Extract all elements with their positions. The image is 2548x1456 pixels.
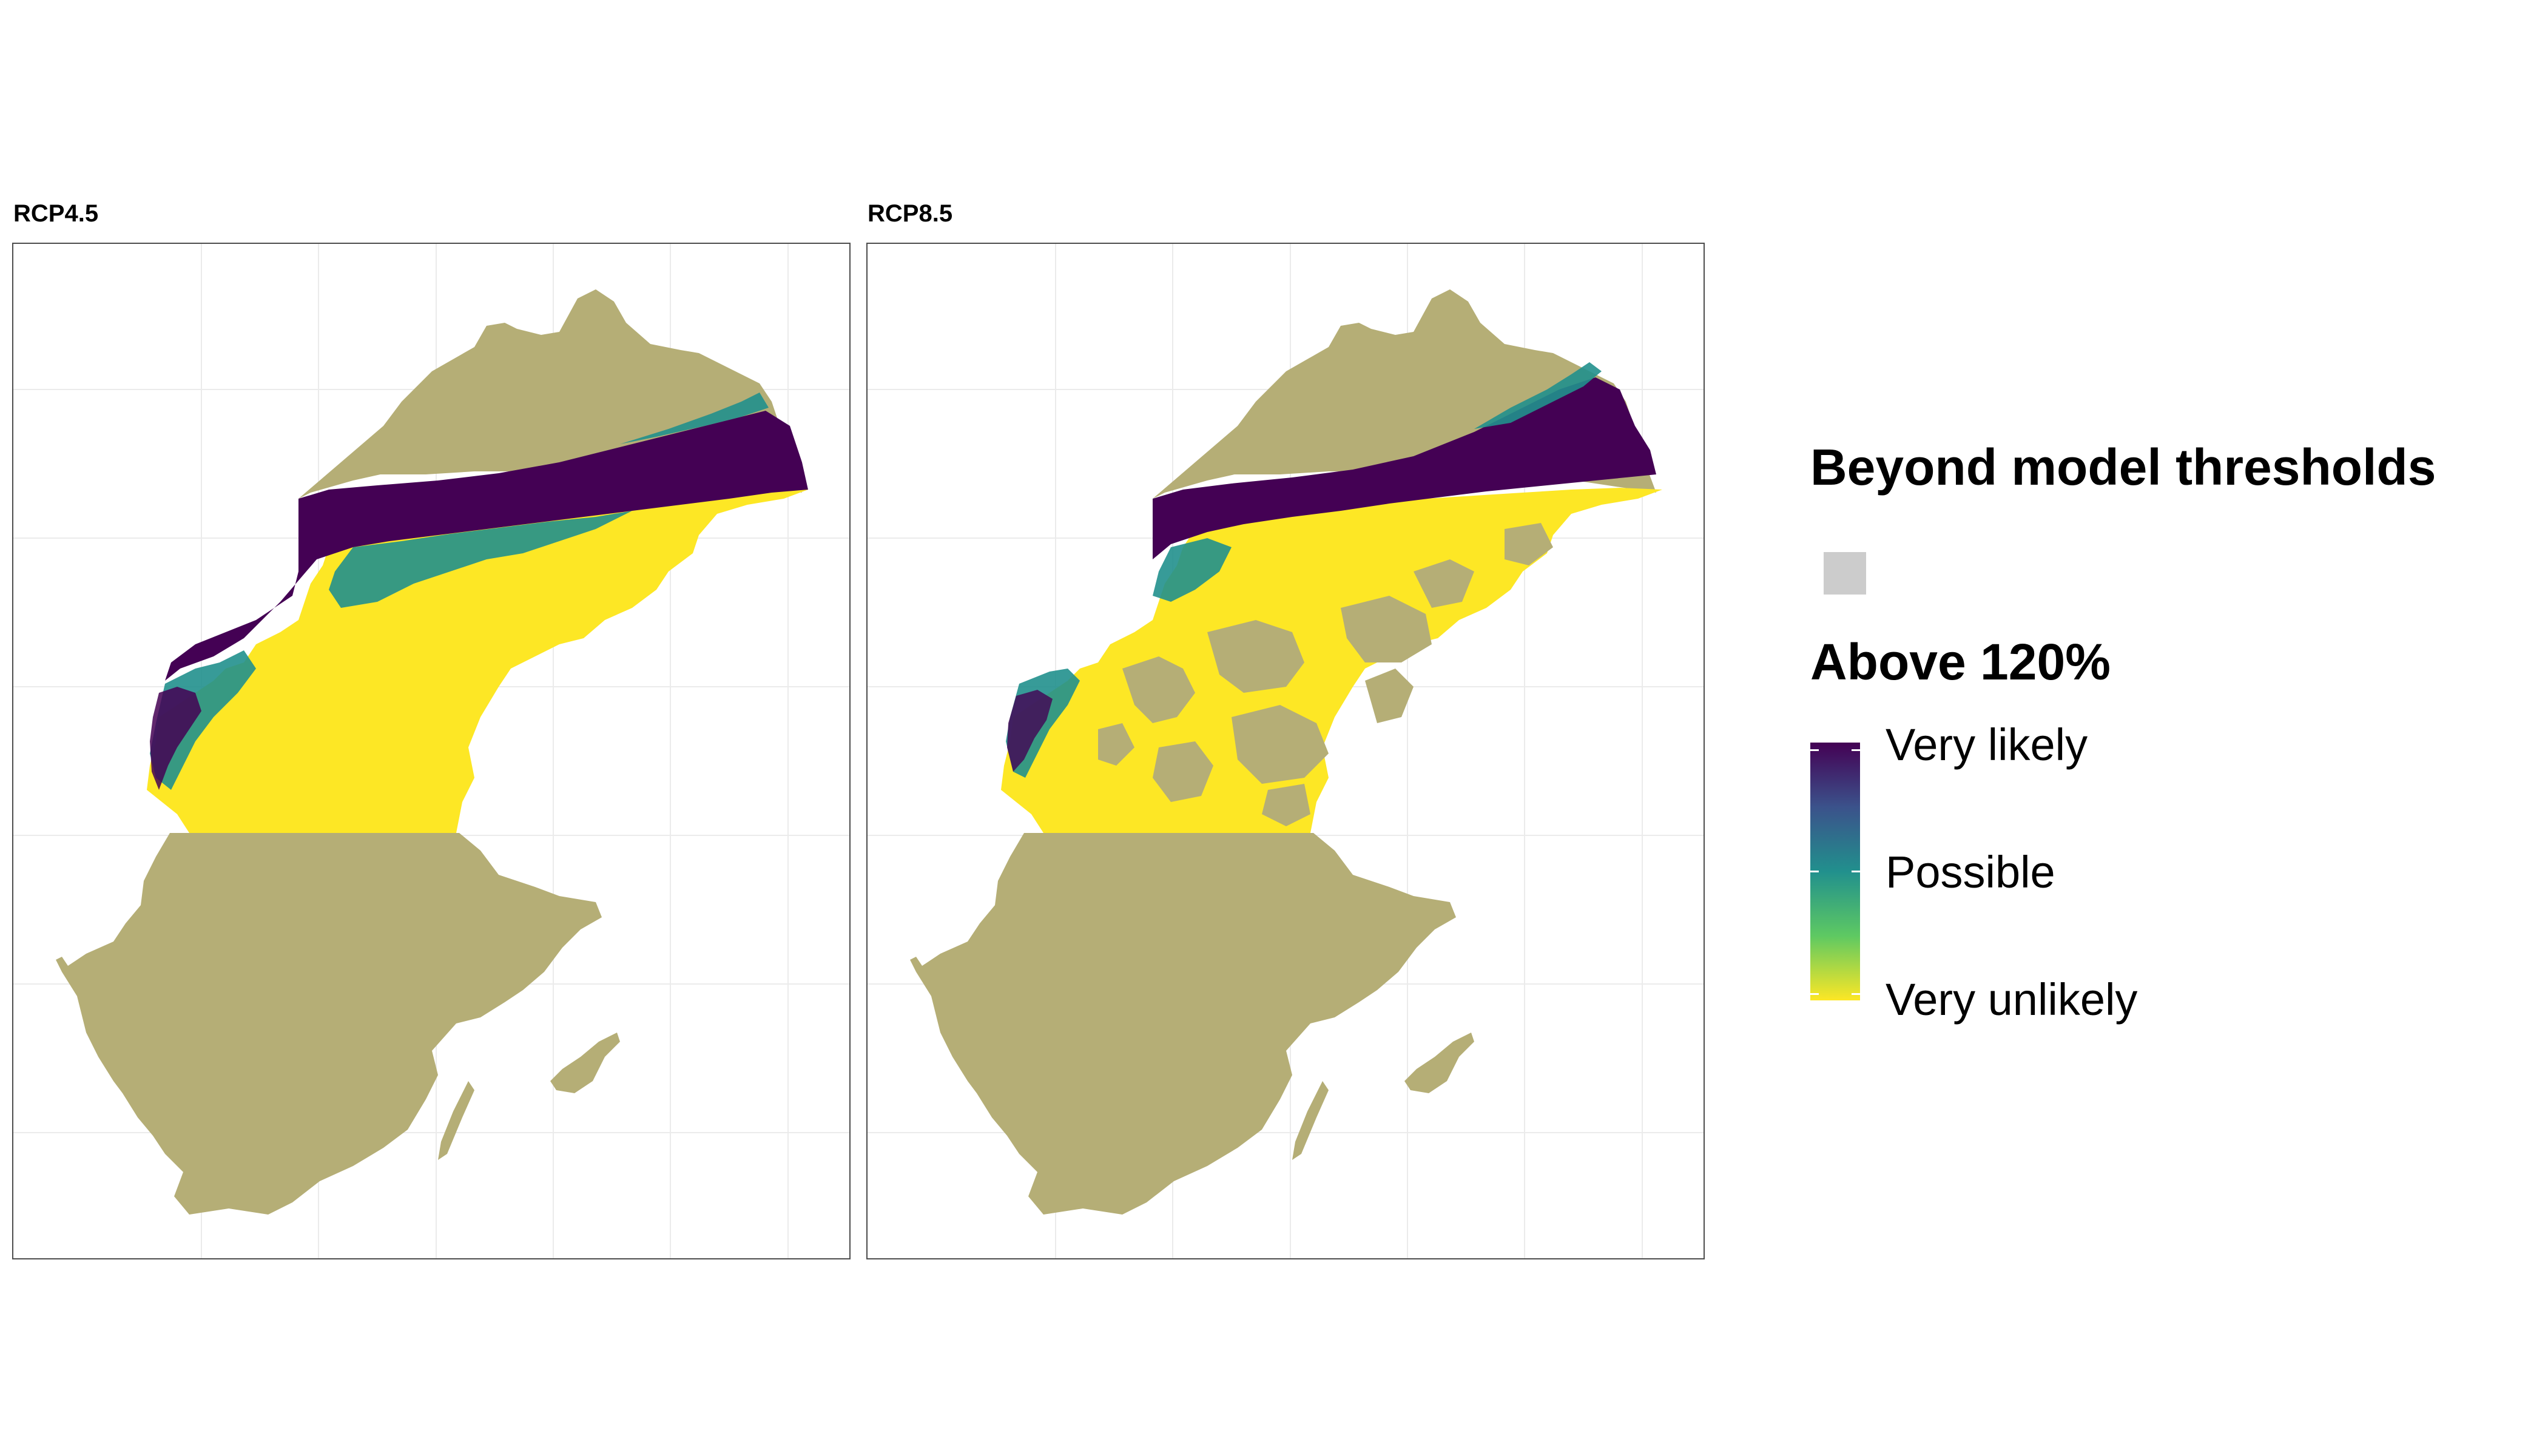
region-south-beyond — [910, 833, 1456, 1215]
map-panel-rcp85 — [866, 243, 1705, 1259]
island-oland — [1292, 1081, 1329, 1160]
legend-tick-low-right — [1852, 993, 1860, 995]
legend-tick-mid — [1810, 871, 1819, 872]
region-beyond-patches — [1098, 523, 1553, 826]
legend-label-very-unlikely: Very unlikely — [1886, 974, 2138, 1025]
legend-label-very-likely: Very likely — [1886, 720, 2088, 770]
island-gotland — [1404, 1033, 1474, 1093]
region-possible-band — [1006, 362, 1602, 778]
region-south-beyond — [56, 833, 602, 1215]
map-rcp45 — [13, 244, 849, 1258]
island-gotland — [550, 1033, 620, 1093]
legend-tick-high — [1810, 749, 1819, 751]
legend-label-possible: Possible — [1886, 847, 2055, 897]
region-north-very-unlikely — [1001, 488, 1662, 833]
map-rcp85 — [868, 244, 1704, 1258]
legend-tick-mid-right — [1852, 871, 1860, 872]
region-very-likely-band — [1153, 377, 1656, 559]
region-north-very-unlikely — [147, 488, 808, 833]
panel-title-rcp45: RCP4.5 — [13, 200, 99, 227]
region-very-likely-band — [165, 411, 808, 681]
legend-above-title: Above 120% — [1810, 633, 2111, 690]
panel-title-rcp85: RCP8.5 — [868, 200, 953, 227]
island-oland — [438, 1081, 474, 1160]
legend-tick-high-right — [1852, 749, 1860, 751]
legend-beyond-swatch — [1824, 552, 1866, 595]
legend-tick-low — [1810, 993, 1819, 995]
legend-beyond-title: Beyond model thresholds — [1810, 439, 2436, 496]
region-west-mountain-mix — [150, 687, 201, 790]
region-west-mountain-mix — [1007, 690, 1053, 772]
map-panel-rcp45 — [12, 243, 851, 1259]
